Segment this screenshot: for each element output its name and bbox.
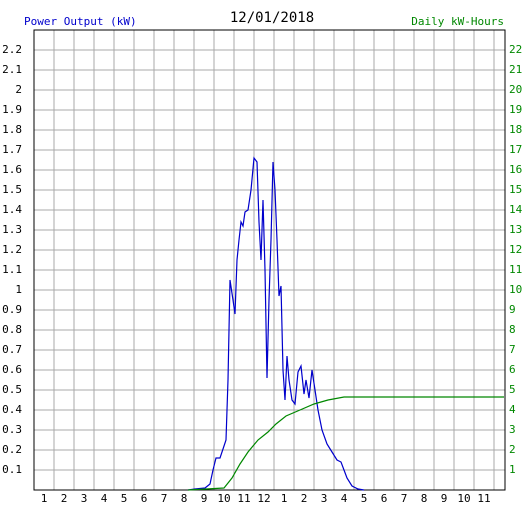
x-tick-label: 12 (257, 492, 270, 505)
y-tick-label: 2.1 (2, 63, 22, 76)
y-tick-label: 1.6 (2, 163, 22, 176)
x-tick-label: 5 (121, 492, 128, 505)
y-tick-label: 1.2 (2, 243, 22, 256)
y-tick-label: 1.3 (2, 223, 22, 236)
y2-tick-label: 1 (509, 463, 516, 476)
x-tick-label: 4 (341, 492, 348, 505)
x-tick-label: 3 (321, 492, 328, 505)
y-tick-label: 1.7 (2, 143, 22, 156)
x-tick-label: 10 (457, 492, 470, 505)
y2-tick-label: 9 (509, 303, 516, 316)
y-tick-label: 1.9 (2, 103, 22, 116)
y2-tick-label: 2 (509, 443, 516, 456)
x-tick-label: 8 (181, 492, 188, 505)
y2-tick-label: 13 (509, 223, 522, 236)
y2-tick-label: 10 (509, 283, 522, 296)
y-tick-label: 2.2 (2, 43, 22, 56)
x-tick-label: 5 (361, 492, 368, 505)
y2-tick-label: 4 (509, 403, 516, 416)
y2-tick-label: 14 (509, 203, 523, 216)
y2-tick-label: 21 (509, 63, 522, 76)
x-tick-label: 1 (281, 492, 288, 505)
y-tick-label: 0.9 (2, 303, 22, 316)
y2-tick-label: 3 (509, 423, 516, 436)
y-tick-label: 1.4 (2, 203, 22, 216)
y-tick-label: 0.4 (2, 403, 22, 416)
plot-border (33, 29, 506, 491)
y-tick-label: 1 (15, 283, 22, 296)
y2-tick-label: 7 (509, 343, 516, 356)
y2-tick-label: 11 (509, 263, 522, 276)
x-tick-label: 6 (141, 492, 148, 505)
x-tick-label: 8 (421, 492, 428, 505)
x-tick-label: 1 (41, 492, 48, 505)
x-tick-label: 9 (441, 492, 448, 505)
x-tick-label: 2 (301, 492, 308, 505)
y2-axis-label: Daily kW-Hours (411, 15, 504, 28)
y-axis-label: Power Output (kW) (24, 15, 137, 28)
y2-tick-label: 8 (509, 323, 516, 336)
y2-tick-label: 22 (509, 43, 522, 56)
x-tick-label: 2 (61, 492, 68, 505)
y-tick-label: 0.2 (2, 443, 22, 456)
x-tick-label: 9 (201, 492, 208, 505)
x-tick-label: 7 (161, 492, 168, 505)
y-tick-label: 2 (15, 83, 22, 96)
y2-tick-label: 5 (509, 383, 516, 396)
y-tick-label: 1.8 (2, 123, 22, 136)
y-tick-label: 0.8 (2, 323, 22, 336)
series-line (187, 396, 504, 491)
chart-title: 12/01/2018 (230, 10, 314, 26)
series-line (187, 156, 365, 491)
x-tick-label: 11 (237, 492, 250, 505)
x-tick-label: 10 (217, 492, 230, 505)
y-tick-label: 0.3 (2, 423, 22, 436)
y2-tick-label: 20 (509, 83, 522, 96)
y-tick-label: 0.6 (2, 363, 22, 376)
y2-tick-label: 15 (509, 183, 522, 196)
y2-tick-label: 12 (509, 243, 522, 256)
plot-area (34, 30, 505, 490)
y-tick-label: 1.5 (2, 183, 22, 196)
y2-tick-label: 6 (509, 363, 516, 376)
y2-tick-label: 16 (509, 163, 522, 176)
y2-tick-label: 18 (509, 123, 522, 136)
x-tick-label: 11 (477, 492, 490, 505)
x-tick-label: 6 (381, 492, 388, 505)
x-tick-label: 7 (401, 492, 408, 505)
y-tick-label: 0.7 (2, 343, 22, 356)
y-tick-label: 1.1 (2, 263, 22, 276)
x-tick-label: 4 (101, 492, 108, 505)
y2-tick-label: 17 (509, 143, 522, 156)
y2-tick-label: 19 (509, 103, 522, 116)
y-tick-label: 0.5 (2, 383, 22, 396)
y-tick-label: 0.1 (2, 463, 22, 476)
x-tick-label: 3 (81, 492, 88, 505)
